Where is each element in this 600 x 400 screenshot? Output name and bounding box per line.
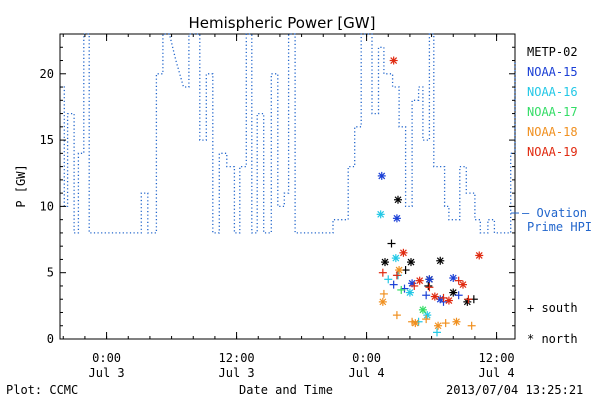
- y-axis-label: P [GW]: [14, 164, 28, 207]
- south-point: [425, 283, 434, 292]
- south-point: [467, 321, 476, 330]
- x-tick-label-date: Jul 3: [89, 366, 125, 380]
- satellite-points: [376, 56, 484, 337]
- south-point: [387, 239, 396, 248]
- plot-credit: Plot: CCMC: [6, 383, 78, 397]
- north-point: [459, 280, 467, 289]
- legend-item: NOAA-18: [527, 125, 578, 139]
- x-tick-label-date: Jul 3: [219, 366, 255, 380]
- x-axis-label: Date and Time: [239, 383, 333, 397]
- x-tick-label-time: 12:00: [219, 351, 255, 365]
- north-point: [415, 276, 424, 285]
- south-point: [397, 285, 406, 294]
- north-point: [444, 296, 453, 305]
- north-point: [452, 317, 461, 326]
- plot-frame: [59, 33, 516, 340]
- x-tick-label-time: 0:00: [352, 351, 381, 365]
- south-point: [424, 281, 433, 290]
- south-point: [454, 276, 463, 285]
- north-point: [449, 288, 458, 297]
- south-point: [392, 311, 401, 320]
- legend-item: NOAA-16: [527, 85, 578, 99]
- y-tick-label: 0: [47, 332, 54, 346]
- north-point: [405, 288, 414, 297]
- south-point: [392, 271, 401, 280]
- north-point: [463, 297, 472, 306]
- legend-ovation-line2: Prime HPI: [527, 220, 592, 234]
- legend-item: NOAA-15: [527, 65, 578, 79]
- north-point: [392, 214, 401, 223]
- south-point: [433, 328, 441, 337]
- y-tick-label: 5: [47, 266, 54, 280]
- x-tick-label-time: 0:00: [92, 351, 121, 365]
- north-point: [394, 195, 402, 204]
- legend-item: NOAA-19: [527, 145, 578, 159]
- south-point: [441, 319, 450, 328]
- north-point: [395, 266, 404, 275]
- y-tick-label: 10: [40, 199, 54, 213]
- x-tick-label-date: Jul 4: [479, 366, 515, 380]
- north-point: [434, 321, 443, 330]
- north-point: [399, 248, 408, 257]
- north-point: [378, 297, 387, 306]
- north-point: [475, 251, 484, 260]
- south-point: [422, 315, 431, 324]
- north-point: [376, 210, 385, 219]
- south-point: [389, 280, 398, 289]
- south-point: [464, 295, 473, 304]
- legend-item: NOAA-17: [527, 105, 578, 119]
- south-point: [422, 291, 431, 300]
- legend-ovation-line1: – Ovation: [522, 206, 587, 220]
- north-point: [425, 275, 434, 284]
- legend-item: METP-02: [527, 45, 578, 59]
- north-point: [418, 305, 427, 314]
- south-point: [379, 289, 388, 298]
- plot-timestamp: 2013/07/04 13:25:21: [446, 383, 583, 397]
- north-point: [381, 258, 389, 267]
- south-point: [410, 281, 419, 290]
- south-point: [384, 275, 393, 284]
- north-point: [423, 311, 432, 320]
- north-point: [407, 258, 415, 267]
- south-point: [378, 268, 387, 277]
- y-tick-label: 20: [40, 67, 54, 81]
- x-tick-label-time: 12:00: [479, 351, 515, 365]
- north-point: [436, 256, 445, 265]
- north-point: [411, 319, 420, 328]
- north-point: [449, 274, 458, 282]
- north-point: [430, 292, 439, 301]
- y-axis: 0 5 10 15 20: [40, 46, 515, 346]
- north-point: [377, 171, 386, 180]
- ovation-series: [60, 33, 516, 234]
- ovation-line: [60, 33, 516, 234]
- legend-south: + south: [527, 301, 578, 315]
- chart-title: Hemispheric Power [GW]: [189, 14, 376, 32]
- north-point: [391, 254, 400, 263]
- north-point: [389, 56, 398, 65]
- legend-north: * north: [527, 332, 578, 346]
- south-point: [454, 291, 463, 300]
- legend: METP-02 NOAA-15 NOAA-16 NOAA-17 NOAA-18 NOAA-…: [511, 45, 592, 346]
- y-tick-label: 15: [40, 133, 54, 147]
- x-tick-label-date: Jul 4: [349, 366, 385, 380]
